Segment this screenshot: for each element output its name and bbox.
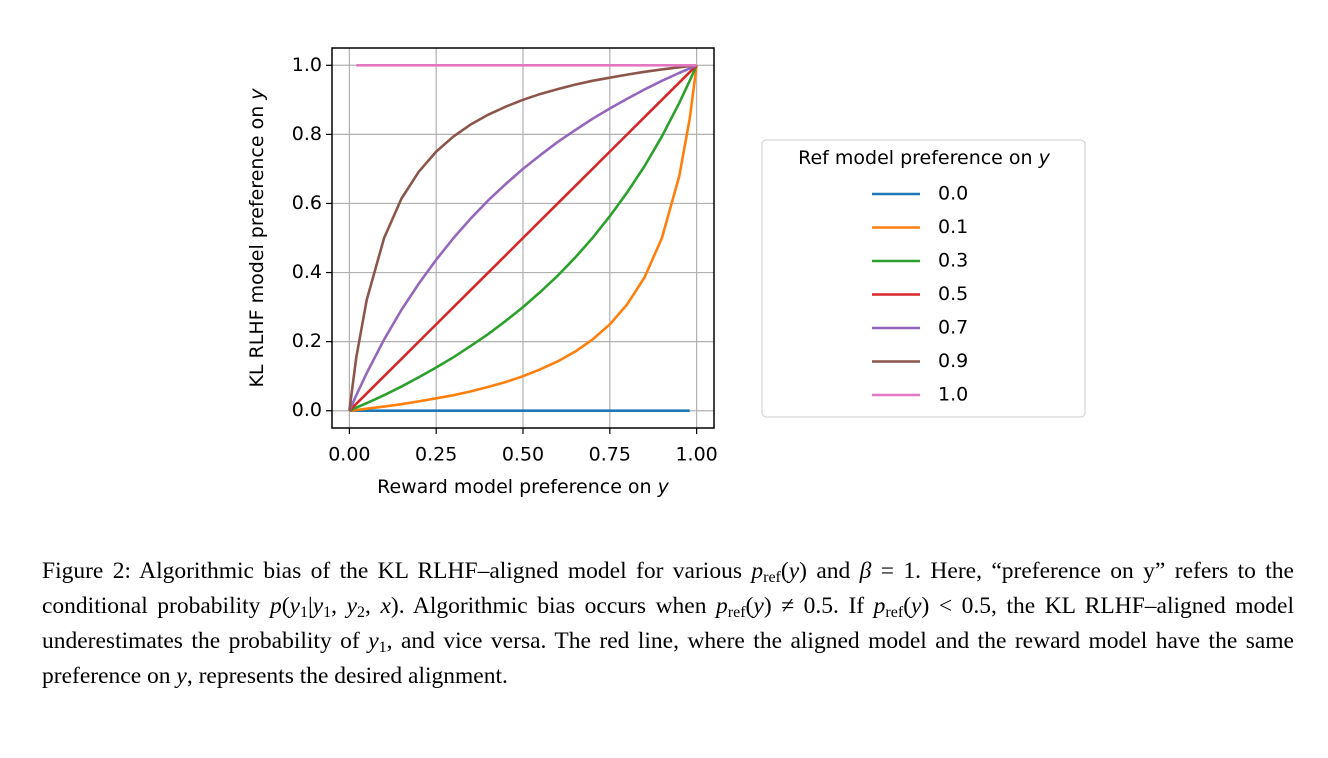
y-tick-label: 0.6 xyxy=(292,192,322,214)
caption-text: , xyxy=(365,593,381,619)
legend-label: 0.7 xyxy=(938,317,968,339)
legend-box xyxy=(761,139,1086,418)
math: y xyxy=(368,628,379,654)
y-tick-label: 0.2 xyxy=(292,330,322,352)
caption-text: , represents the desired alignment. xyxy=(186,663,508,689)
caption-text: ( xyxy=(745,593,754,619)
x-tick-label: 0.50 xyxy=(502,444,544,466)
y-axis-label: KL RLHF model preference on y xyxy=(246,88,268,388)
math: y xyxy=(289,593,300,619)
caption-text: , and vice versa. The red line, where th… xyxy=(42,628,1294,689)
subscript: ref xyxy=(885,604,904,621)
legend-title-text: Ref model preference on xyxy=(798,147,1039,169)
series-line xyxy=(348,64,698,412)
caption: Figure 2: Algorithmic bias of the KL RLH… xyxy=(42,554,1294,694)
legend-label: 0.9 xyxy=(938,350,968,372)
series-line xyxy=(348,64,698,412)
math: p xyxy=(716,593,728,619)
x-tick-label: 0.75 xyxy=(589,444,631,466)
x-tick-label: 0.00 xyxy=(328,444,370,466)
subscript: 1 xyxy=(323,604,332,621)
y-tick-label: 0.8 xyxy=(292,123,322,145)
math: p xyxy=(873,593,886,619)
math: y xyxy=(176,663,187,689)
math: p xyxy=(269,593,282,619)
caption-text: | xyxy=(307,593,313,619)
math: y xyxy=(911,593,922,619)
x-axis-label-var: y xyxy=(657,476,670,498)
math: p xyxy=(751,558,764,584)
y-tick-label: 0.4 xyxy=(292,261,322,283)
y-axis-label-text: KL RLHF model preference on xyxy=(246,100,268,388)
legend-label: 1.0 xyxy=(938,384,968,406)
caption-text: ). Algorithmic bias occurs when xyxy=(390,593,717,619)
y-tick-label: 1.0 xyxy=(292,54,322,76)
x-axis-label: Reward model preference on y xyxy=(377,476,670,498)
series-line xyxy=(349,65,698,413)
x-axis-label-text: Reward model preference on xyxy=(377,476,658,498)
caption-text: and xyxy=(806,558,860,584)
caption-text: ) < 0.5, the KL RLHF–aligned model under… xyxy=(42,593,1295,654)
caption-text: ) ≠ 0.5. If xyxy=(763,593,874,619)
caption-text: ( xyxy=(281,593,290,619)
caption-text: = 1. Here, “preference on y” refers to t… xyxy=(42,558,1294,619)
legend-label: 0.1 xyxy=(938,216,968,238)
legend-title: Ref model preference on y xyxy=(798,147,1051,169)
caption-text: , xyxy=(331,593,347,619)
legend-label: 0.0 xyxy=(938,183,968,205)
caption-text: ( xyxy=(903,593,912,619)
subscript: 1 xyxy=(299,604,308,621)
chart: Reward model preference on y KL RLHF mod… xyxy=(246,47,1086,498)
math: y xyxy=(753,593,764,619)
math: β xyxy=(859,558,872,584)
legend-label: 0.3 xyxy=(938,250,968,272)
x-tick-label: 1.00 xyxy=(675,444,717,466)
math: y xyxy=(346,593,358,619)
math: y xyxy=(788,558,800,584)
math: y xyxy=(312,593,324,619)
series-line xyxy=(348,63,697,411)
legend-label: 0.5 xyxy=(938,283,968,305)
x-tick-label: 0.25 xyxy=(415,444,457,466)
legend-title-var: y xyxy=(1038,147,1051,169)
plot-frame xyxy=(331,47,715,429)
subscript: ref xyxy=(727,604,746,621)
subscript: 1 xyxy=(378,639,387,656)
y-axis-label-var: y xyxy=(246,88,268,101)
caption-text: ) xyxy=(799,558,807,584)
subscript: ref xyxy=(763,569,781,586)
y-tick-label: 0.0 xyxy=(292,399,322,421)
caption-text: Figure 2: Algorithmic bias of the KL RLH… xyxy=(42,558,752,584)
math: x xyxy=(380,593,391,619)
subscript: 2 xyxy=(357,604,366,621)
series-line xyxy=(348,64,698,412)
caption-text: ( xyxy=(780,558,789,584)
